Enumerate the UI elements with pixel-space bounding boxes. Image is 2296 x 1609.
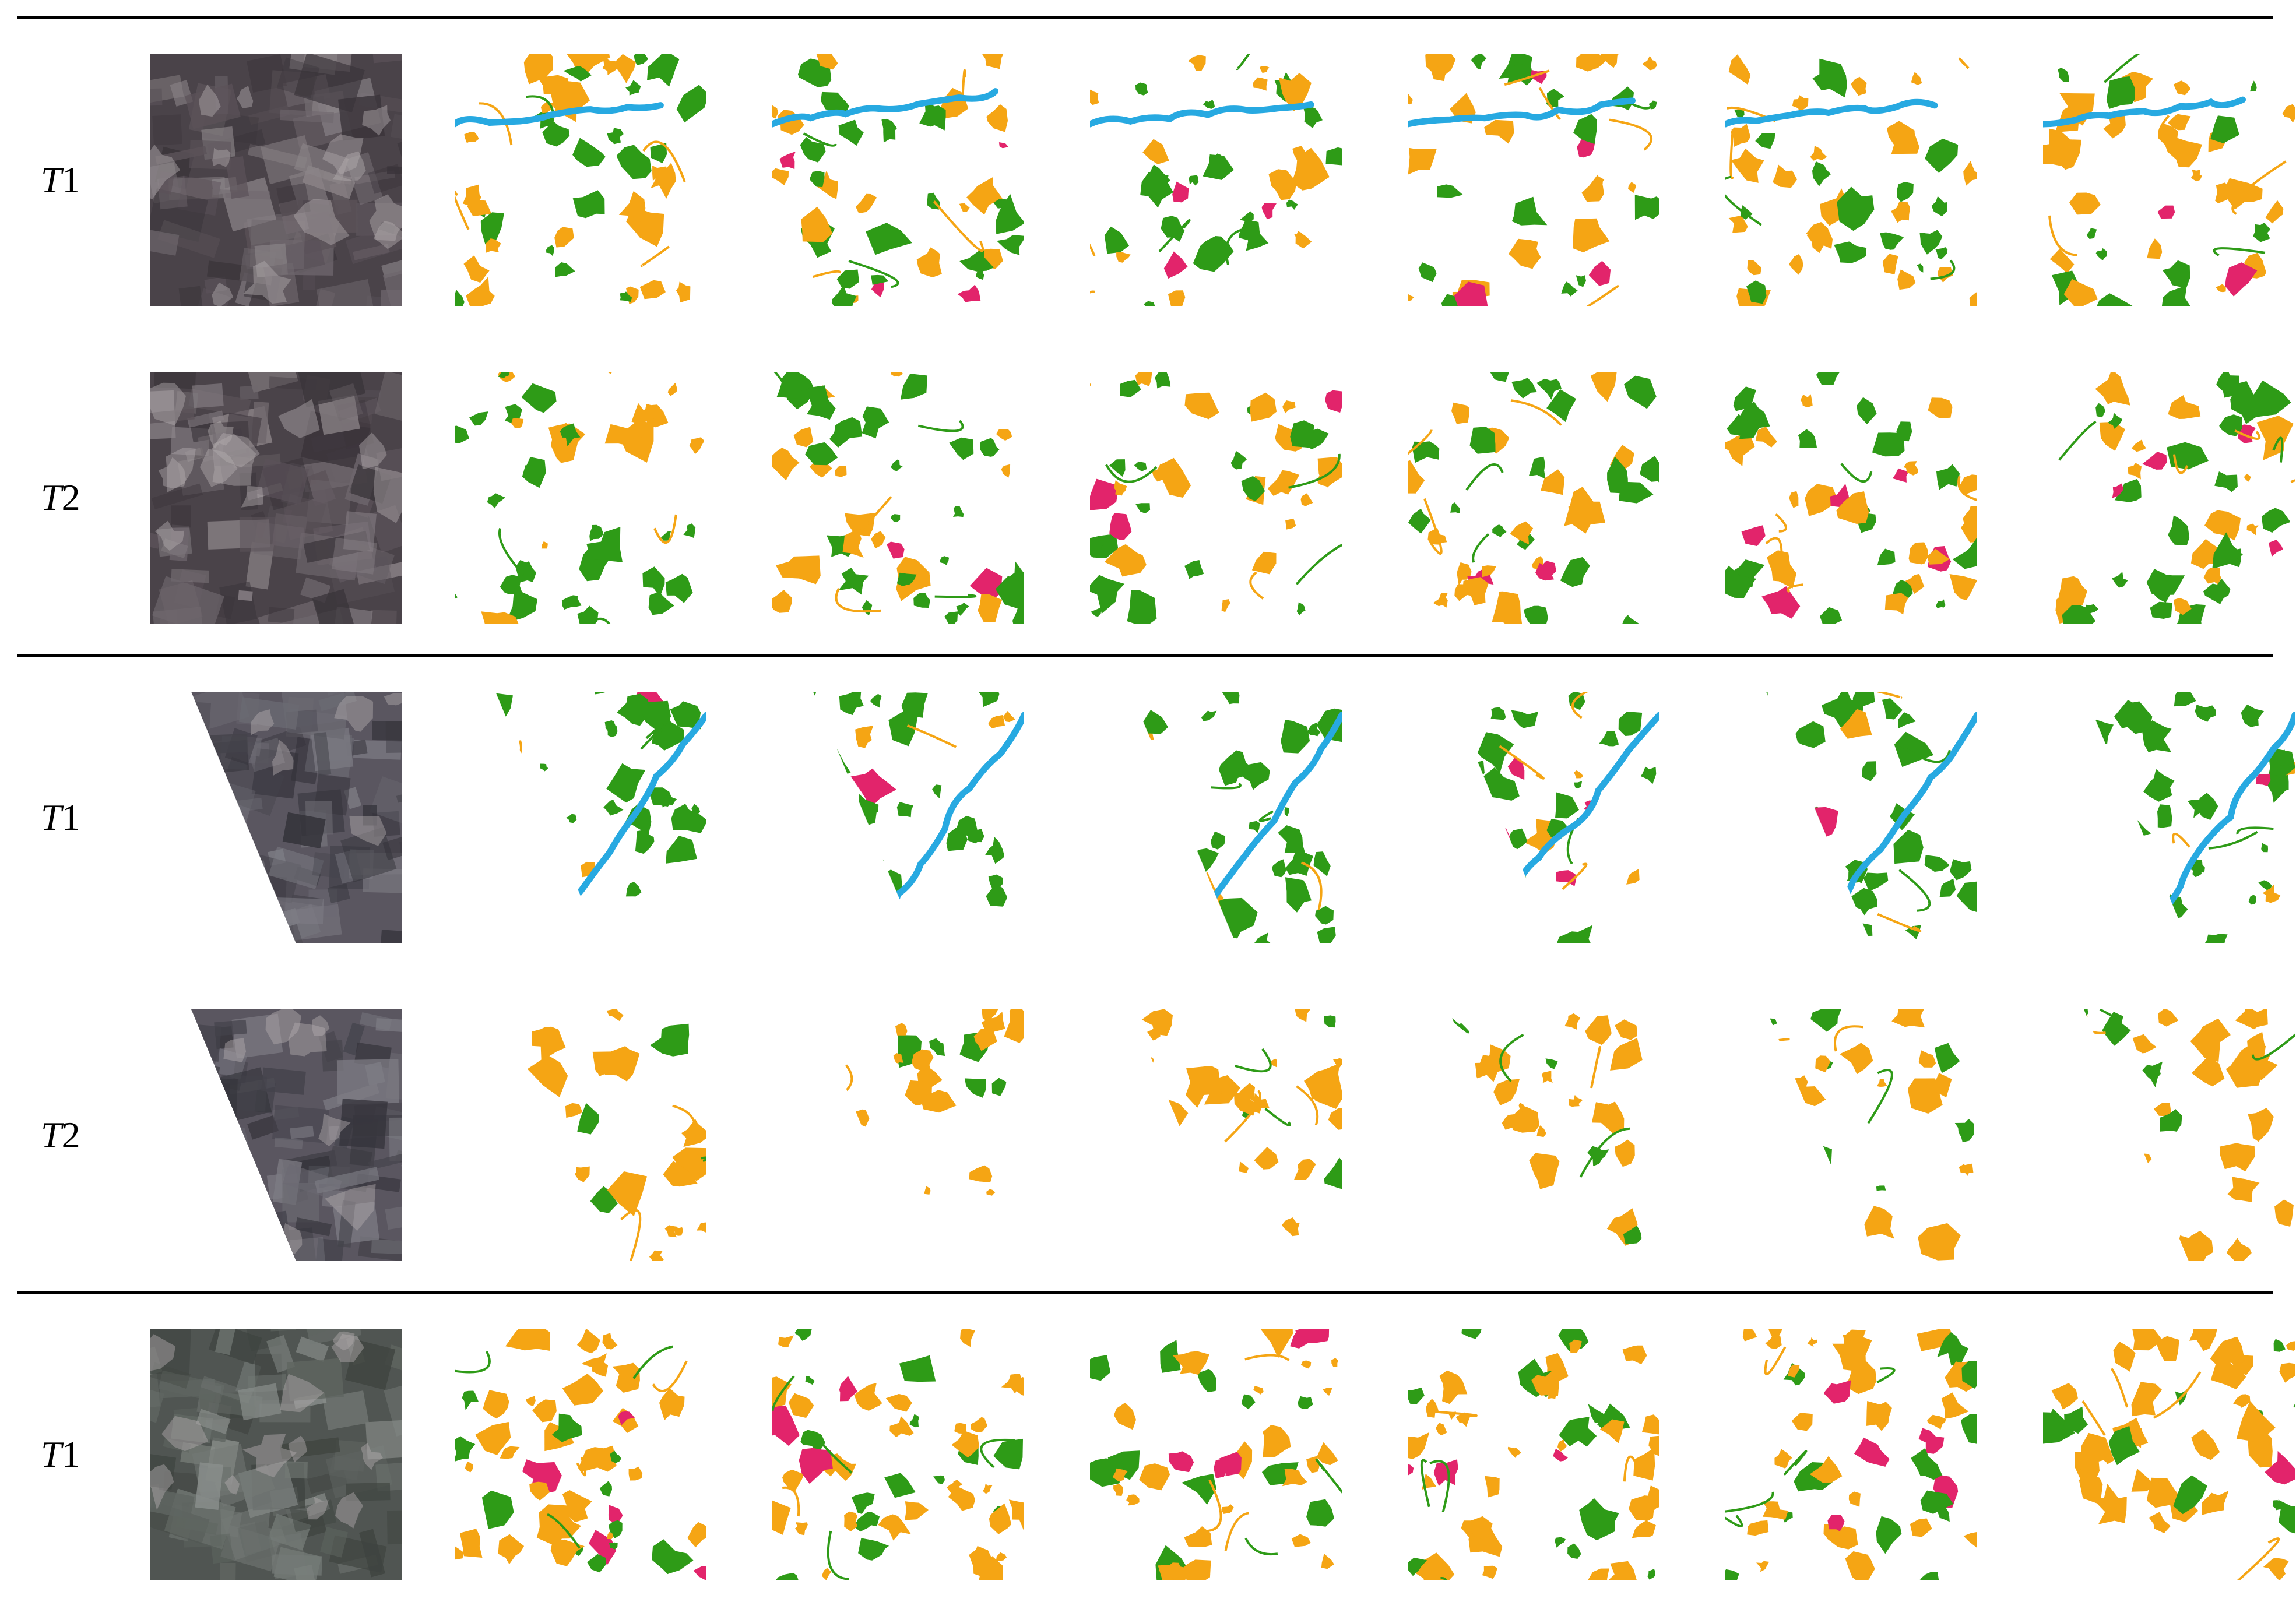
classification-map xyxy=(813,1009,1024,1261)
classification-map xyxy=(495,1009,706,1261)
classification-map-tile xyxy=(1408,372,1659,624)
classification-map xyxy=(813,692,1024,943)
satellite-image-tile xyxy=(150,692,402,943)
satellite-image-tile xyxy=(150,372,402,624)
classification-map xyxy=(1131,692,1342,943)
satellite-image xyxy=(150,372,402,624)
classification-map-tile xyxy=(1725,372,1977,624)
classification-map-tile xyxy=(1090,692,1342,943)
satellite-image-tile xyxy=(150,1009,402,1261)
classification-map-tile xyxy=(2043,692,2295,943)
classification-map-tile xyxy=(455,54,706,306)
classification-map-tile xyxy=(772,1329,1024,1580)
row-label: T2 xyxy=(41,1114,80,1156)
figure-row: T1 xyxy=(0,1329,2296,1580)
top-rule xyxy=(17,16,2273,19)
classification-map xyxy=(1131,1009,1342,1251)
group-separator-rule xyxy=(17,1291,2273,1294)
classification-map-tile xyxy=(1090,54,1342,306)
classification-map xyxy=(455,54,706,306)
row-label: T1 xyxy=(41,1434,80,1475)
row-label: T2 xyxy=(41,477,80,518)
satellite-image-tile xyxy=(150,54,402,306)
row-label: T1 xyxy=(41,797,80,838)
classification-map xyxy=(1725,54,1977,306)
classification-map xyxy=(1408,372,1659,624)
classification-map xyxy=(1090,1329,1342,1580)
classification-map xyxy=(1408,1329,1659,1580)
classification-map-tile xyxy=(1090,1329,1342,1580)
figure-row: T1 xyxy=(0,54,2296,306)
classification-map-tile xyxy=(772,692,1024,943)
classification-map xyxy=(2055,372,2295,624)
classification-map-tile xyxy=(2043,54,2295,306)
classification-map xyxy=(772,372,1024,624)
classification-map xyxy=(1725,1329,1977,1580)
figure-row: T2 xyxy=(0,372,2296,624)
classification-map-tile xyxy=(772,54,1024,306)
classification-map-tile xyxy=(1725,1009,1977,1261)
classification-map xyxy=(1766,692,1977,943)
classification-map-tile xyxy=(455,372,706,624)
satellite-image xyxy=(191,1009,402,1261)
classification-map xyxy=(495,692,706,943)
classification-map-tile xyxy=(772,372,1024,624)
classification-map-tile xyxy=(1090,372,1342,624)
classification-map xyxy=(1448,692,1659,943)
satellite-image xyxy=(150,54,402,306)
classification-map xyxy=(1448,1009,1643,1247)
classification-map xyxy=(1090,54,1342,306)
classification-map-tile xyxy=(2043,372,2295,624)
classification-map xyxy=(1090,372,1342,624)
classification-map-tile xyxy=(455,692,706,943)
classification-map-tile xyxy=(1408,692,1659,943)
classification-map xyxy=(1408,54,1659,306)
classification-map-tile xyxy=(455,1329,706,1580)
classification-map-tile xyxy=(1725,692,1977,943)
satellite-image-tile xyxy=(150,1329,402,1580)
group-separator-rule xyxy=(17,654,2273,657)
classification-map-tile xyxy=(1408,54,1659,306)
classification-map-tile xyxy=(1408,1009,1659,1261)
classification-map-tile xyxy=(1725,1329,1977,1580)
classification-map xyxy=(772,1329,1024,1580)
classification-map-tile xyxy=(1725,54,1977,306)
classification-map xyxy=(2084,1009,2295,1261)
classification-map-tile xyxy=(1408,1329,1659,1580)
satellite-image xyxy=(150,1329,402,1580)
classification-map-tile xyxy=(772,1009,1024,1261)
classification-map-tile xyxy=(455,1009,706,1261)
classification-map xyxy=(772,54,1024,306)
figure-row: T1 xyxy=(0,692,2296,943)
classification-map-tile xyxy=(2043,1009,2295,1261)
classification-map-tile xyxy=(2043,1329,2295,1580)
classification-map-tile xyxy=(1090,1009,1342,1261)
classification-map xyxy=(1766,1009,1974,1261)
classification-map xyxy=(2084,692,2295,943)
figure-row: T2 xyxy=(0,1009,2296,1261)
row-label: T1 xyxy=(41,159,80,200)
classification-map xyxy=(1725,372,1977,624)
classification-map xyxy=(455,372,705,624)
classification-map xyxy=(2043,54,2295,306)
classification-map xyxy=(455,1329,706,1580)
classification-map xyxy=(2043,1329,2295,1580)
satellite-image xyxy=(191,692,402,943)
